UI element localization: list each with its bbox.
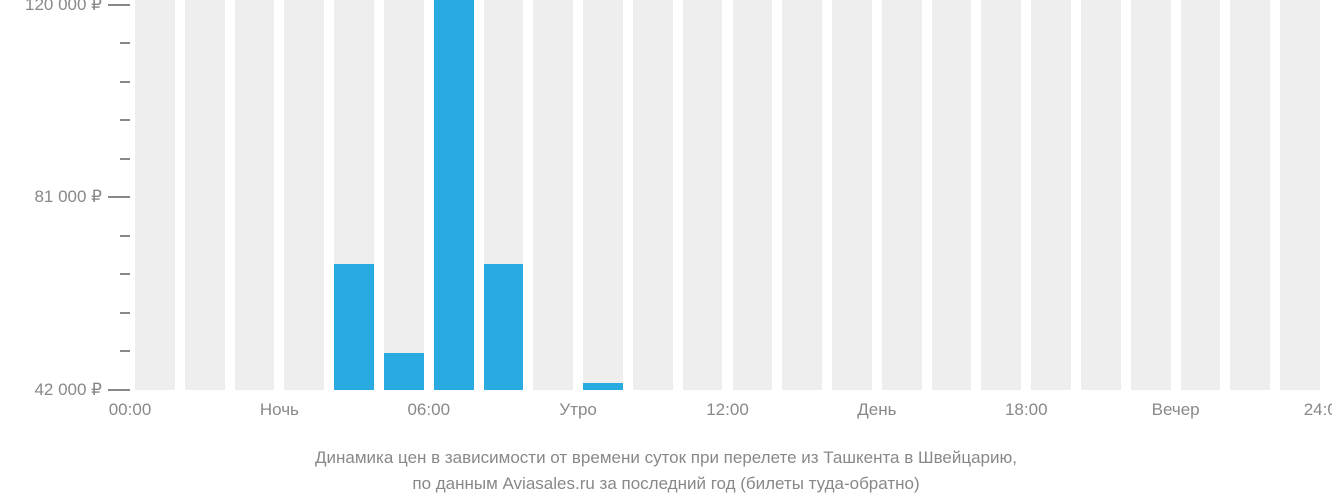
bar-placeholder — [733, 0, 773, 390]
bar-placeholder — [981, 0, 1021, 390]
x-tick-label: Вечер — [1152, 400, 1200, 420]
x-tick-label: День — [857, 400, 896, 420]
x-tick-label: 06:00 — [407, 400, 450, 420]
y-tick-label: 42 000 ₽ — [34, 380, 102, 400]
y-minor-tick-mark — [120, 81, 130, 83]
y-tick-label: 81 000 ₽ — [34, 187, 102, 207]
bar-placeholder — [284, 0, 324, 390]
bar-value — [334, 264, 374, 390]
bar-value — [434, 0, 474, 390]
x-tick-label: Утро — [559, 400, 597, 420]
x-tick-label: 24:00 — [1304, 400, 1332, 420]
bar-placeholder — [782, 0, 822, 390]
bar-placeholder — [235, 0, 275, 390]
x-tick-label: 18:00 — [1005, 400, 1048, 420]
caption-line-2: по данным Aviasales.ru за последний год … — [0, 471, 1332, 497]
bar-placeholder — [633, 0, 673, 390]
bar-value — [583, 383, 623, 390]
bar-placeholder — [882, 0, 922, 390]
bar-placeholder — [1031, 0, 1071, 390]
bar-placeholder — [1280, 0, 1320, 390]
bar-placeholder — [135, 0, 175, 390]
x-tick-label: Ночь — [260, 400, 299, 420]
bar-value — [384, 353, 424, 390]
y-tick-mark — [108, 389, 130, 391]
bar-placeholder — [1230, 0, 1270, 390]
y-minor-tick-mark — [120, 42, 130, 44]
y-tick-mark — [108, 4, 130, 6]
bar-placeholder — [1081, 0, 1121, 390]
price-by-hour-chart — [130, 0, 1325, 390]
y-minor-tick-mark — [120, 235, 130, 237]
bar-placeholder — [1181, 0, 1221, 390]
bar-placeholder — [1131, 0, 1171, 390]
chart-caption: Динамика цен в зависимости от времени су… — [0, 445, 1332, 496]
y-minor-tick-mark — [120, 312, 130, 314]
bar-placeholder — [683, 0, 723, 390]
y-minor-tick-mark — [120, 273, 130, 275]
caption-line-1: Динамика цен в зависимости от времени су… — [0, 445, 1332, 471]
bar-placeholder — [533, 0, 573, 390]
y-minor-tick-mark — [120, 119, 130, 121]
bar-placeholder — [932, 0, 972, 390]
bar-placeholder — [384, 0, 424, 390]
bar-placeholder — [583, 0, 623, 390]
bar-placeholder — [185, 0, 225, 390]
bar-value — [484, 264, 524, 390]
x-tick-label: 00:00 — [109, 400, 152, 420]
bar-placeholder — [832, 0, 872, 390]
x-tick-label: 12:00 — [706, 400, 749, 420]
y-minor-tick-mark — [120, 158, 130, 160]
y-minor-tick-mark — [120, 350, 130, 352]
y-tick-mark — [108, 196, 130, 198]
y-tick-label: 120 000 ₽ — [25, 0, 102, 15]
